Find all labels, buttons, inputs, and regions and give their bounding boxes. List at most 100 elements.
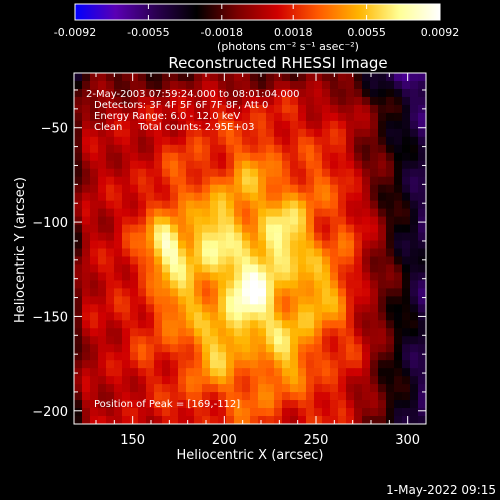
heatmap-cell xyxy=(178,376,187,385)
heatmap-cell xyxy=(82,144,91,154)
heatmap-cell xyxy=(186,296,195,305)
heatmap-cell xyxy=(138,232,147,241)
heatmap-cell xyxy=(106,328,115,337)
heatmap-cell xyxy=(402,160,411,170)
heatmap-cell xyxy=(402,232,411,241)
heatmap-cell xyxy=(258,136,267,146)
heatmap-cell xyxy=(114,392,123,401)
heatmap-cell xyxy=(306,216,315,225)
heatmap-cell xyxy=(418,320,426,329)
heatmap-cell xyxy=(346,384,355,393)
heatmap-cell xyxy=(202,192,211,202)
heatmap-cell xyxy=(290,408,299,417)
info-energy-range: Energy Range: 6.0 - 12.0 keV xyxy=(94,111,240,122)
heatmap-cell xyxy=(218,392,227,401)
heatmap-cell xyxy=(170,152,179,162)
heatmap-cell xyxy=(146,344,155,353)
heatmap-cell xyxy=(194,160,203,170)
heatmap-cell xyxy=(210,73,219,82)
heatmap-cell xyxy=(354,392,363,401)
heatmap-cell xyxy=(266,96,275,106)
heatmap-cell xyxy=(178,120,187,130)
heatmap-cell xyxy=(122,336,131,345)
heatmap-cell xyxy=(82,120,91,130)
heatmap-cell xyxy=(170,336,179,345)
heatmap-cell xyxy=(226,320,235,329)
heatmap-cell xyxy=(194,256,203,265)
colorbar-unit-label: (photons cm⁻² s⁻¹ asec⁻²) xyxy=(217,40,359,53)
heatmap-cell xyxy=(378,128,387,138)
heatmap-cell xyxy=(290,216,299,225)
heatmap-cell xyxy=(402,360,411,369)
colorbar-frame xyxy=(74,3,441,21)
heatmap-cell xyxy=(386,376,395,385)
heatmap-cell xyxy=(250,152,259,162)
heatmap-cell xyxy=(162,312,171,321)
heatmap-cell xyxy=(370,112,379,122)
heatmap-cell xyxy=(122,184,131,194)
heatmap-cell xyxy=(130,400,139,409)
heatmap-cell xyxy=(258,224,267,233)
heatmap-cell xyxy=(154,200,163,210)
heatmap-cell xyxy=(186,360,195,369)
heatmap-cell xyxy=(194,232,203,241)
heatmap-cell xyxy=(274,136,283,146)
heatmap-cell xyxy=(202,304,211,313)
heatmap-cell xyxy=(194,304,203,313)
heatmap-cell xyxy=(146,368,155,377)
heatmap-cell xyxy=(282,296,291,305)
heatmap-cell xyxy=(154,368,163,377)
heatmap-cell xyxy=(266,376,275,385)
heatmap-cell xyxy=(250,256,259,265)
heatmap-cell xyxy=(226,200,235,210)
heatmap-cell xyxy=(250,400,259,409)
heatmap-cell xyxy=(290,320,299,329)
heatmap-cell xyxy=(194,224,203,233)
heatmap-cell xyxy=(186,104,195,114)
heatmap-cell xyxy=(146,184,155,194)
heatmap-cell xyxy=(106,320,115,329)
heatmap-cell xyxy=(226,312,235,321)
x-tick-label: 300 xyxy=(395,433,420,448)
heatmap-cell xyxy=(330,368,339,377)
heatmap-cell xyxy=(114,176,123,186)
heatmap-cell xyxy=(178,224,187,233)
heatmap-cell xyxy=(266,216,275,225)
heatmap-cell xyxy=(162,216,171,225)
heatmap-cell xyxy=(402,256,411,265)
heatmap-cell xyxy=(266,328,275,337)
heatmap-cell xyxy=(314,184,323,194)
heatmap-cell xyxy=(90,272,99,281)
heatmap-cell xyxy=(338,288,347,297)
heatmap-cell xyxy=(82,96,91,106)
heatmap-cell xyxy=(138,304,147,313)
heatmap-cell xyxy=(250,344,259,353)
heatmap-cell xyxy=(210,184,219,194)
heatmap-cell xyxy=(194,80,203,90)
heatmap-cell xyxy=(202,120,211,130)
heatmap-cell xyxy=(170,224,179,233)
heatmap-cell xyxy=(210,112,219,122)
heatmap-cell xyxy=(138,192,147,202)
heatmap-cell xyxy=(410,216,419,225)
heatmap-cell xyxy=(290,344,299,353)
heatmap-cell xyxy=(234,368,243,377)
heatmap-cell xyxy=(354,73,363,82)
heatmap-cell xyxy=(362,73,371,82)
heatmap-cell xyxy=(170,208,179,217)
heatmap-cell xyxy=(282,408,291,417)
heatmap-cell xyxy=(314,120,323,130)
heatmap-cell xyxy=(330,280,339,289)
heatmap-cell xyxy=(90,112,99,122)
heatmap-cell xyxy=(322,192,331,202)
heatmap-cell xyxy=(82,360,91,369)
heatmap-cell xyxy=(154,73,163,82)
heatmap-cell xyxy=(98,73,107,82)
heatmap-cell xyxy=(362,104,371,114)
heatmap-cell xyxy=(322,272,331,281)
heatmap-cell xyxy=(274,88,283,98)
heatmap-cell xyxy=(378,144,387,154)
heatmap-cell xyxy=(98,216,107,225)
heatmap-cell xyxy=(266,192,275,202)
heatmap-cell xyxy=(242,160,251,170)
